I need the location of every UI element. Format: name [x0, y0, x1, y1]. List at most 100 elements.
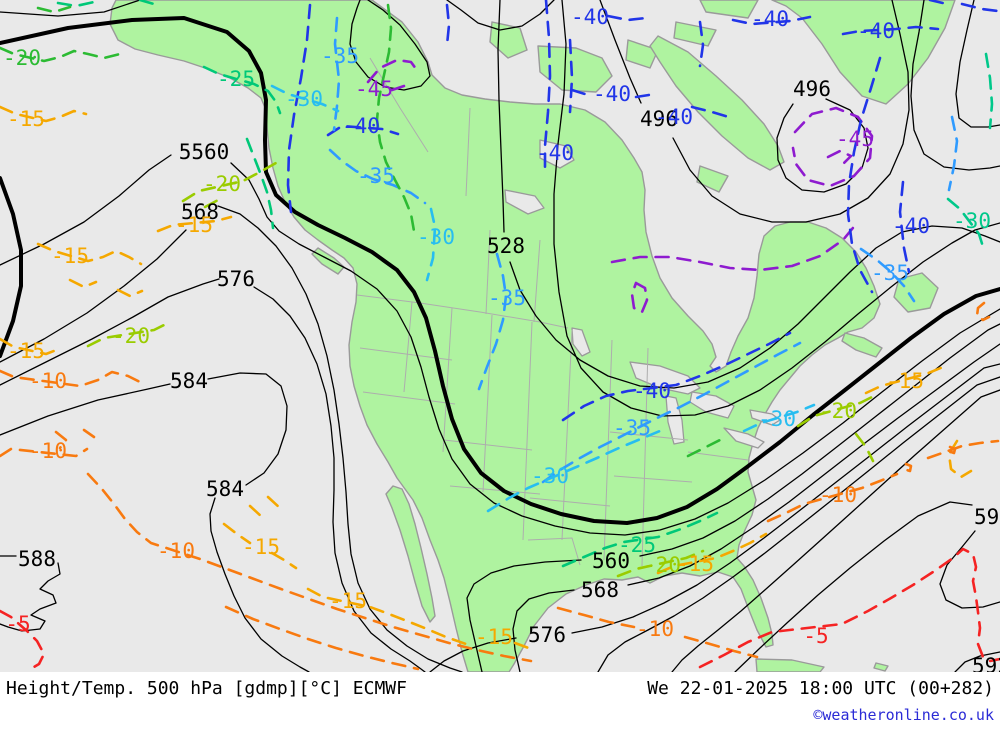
contour-label: -10 [157, 539, 195, 563]
state-border [442, 307, 453, 453]
contour-label: -15 [886, 369, 924, 393]
contour-label: -10 [29, 439, 67, 463]
height-contour [597, 376, 1000, 672]
temp-contour [486, 426, 669, 513]
state-border [369, 57, 429, 153]
landmass [771, 0, 956, 105]
contour-label: -10 [819, 483, 857, 507]
temp-contour [606, 14, 648, 22]
height-contour [671, 389, 1000, 672]
footer-credit-row: ©weatheronline.co.uk [6, 706, 994, 724]
height-contour [230, 162, 1000, 536]
temp-contour [742, 403, 816, 433]
lake [723, 427, 765, 449]
height-contour [217, 205, 463, 672]
temp-contour [686, 435, 728, 458]
state-border [482, 314, 493, 493]
temp-contour [854, 432, 875, 463]
contour-label: -40 [342, 114, 380, 138]
state-border [641, 347, 649, 567]
contour-label: -40 [655, 105, 693, 129]
temp-contour [56, 0, 96, 8]
temp-contour [0, 337, 61, 356]
temp-contour [984, 52, 994, 130]
footer-bar: Height/Temp. 500 hPa [gdmp][°C] ECMWF We… [0, 672, 1000, 733]
contour-label: -5 [5, 612, 30, 636]
contour-label: 568 [181, 200, 219, 224]
height-contour [0, 278, 220, 386]
contour-label: 528 [487, 234, 525, 258]
map-title: Height/Temp. 500 hPa [gdmp][°C] ECMWF [6, 678, 407, 699]
temp-contour [245, 137, 275, 230]
contour-label: 584 [170, 369, 208, 393]
state-border [485, 229, 491, 315]
height-contour [776, 98, 869, 193]
temp-contour [0, 609, 46, 672]
contour-label: -40 [892, 214, 930, 238]
credit-link[interactable]: ©weatheronline.co.uk [813, 706, 994, 724]
height-contour [253, 286, 426, 672]
contour-label: -20 [819, 399, 857, 423]
landmass [755, 658, 825, 672]
temp-contour [332, 16, 341, 132]
contour-label: -35 [488, 286, 526, 310]
height-contour [512, 589, 575, 672]
temp-contour [568, 38, 574, 114]
temp-contour [946, 197, 986, 252]
temp-contour [203, 197, 222, 209]
state-border [533, 239, 541, 323]
temp-contour [898, 180, 911, 274]
contour-label: 568 [581, 578, 619, 602]
temp-contour [791, 106, 874, 188]
height-contour [639, 323, 1000, 557]
temp-contour [556, 606, 636, 629]
state-border [527, 537, 581, 566]
state-border [449, 485, 541, 495]
temp-contour [630, 281, 649, 314]
height-contour [0, 383, 171, 436]
contour-label: -30 [531, 464, 569, 488]
temp-contour [306, 587, 468, 646]
contour-label: -25 [618, 533, 656, 557]
temp-contour [270, 84, 340, 113]
contour-label: -35 [613, 416, 651, 440]
contour-label: -15 [676, 552, 714, 576]
footer-title-row: Height/Temp. 500 hPa [gdmp][°C] ECMWF We… [6, 678, 994, 699]
temp-contour [82, 428, 96, 439]
contour-label: 588 [18, 547, 56, 571]
height-contour [939, 530, 1000, 609]
temp-contour [698, 20, 705, 68]
landmass [625, 39, 659, 69]
contour-label: 576 [217, 267, 255, 291]
landmass [537, 45, 613, 93]
contour-label: -25 [217, 67, 255, 91]
state-border [443, 439, 533, 451]
landmass [893, 272, 939, 313]
temp-contour [138, 0, 156, 6]
height-contour [0, 154, 172, 266]
contour-label: 496 [640, 107, 678, 131]
lake [665, 395, 685, 445]
contour-label: -15 [175, 213, 213, 237]
landmass [699, 0, 759, 19]
map-timestamp: We 22-01-2025 18:00 UTC (00+282) [647, 678, 994, 699]
height-contour [672, 0, 910, 223]
landmass [841, 332, 883, 358]
state-border [529, 497, 611, 507]
contour-label: 496 [793, 77, 831, 101]
contour-label: -35 [357, 164, 395, 188]
temp-contour [902, 462, 913, 473]
temp-contour [656, 532, 768, 575]
temp-contour [156, 215, 233, 233]
height-contour [627, 343, 1000, 586]
height-contour [209, 497, 310, 672]
temp-contour [543, 0, 552, 174]
lake [749, 409, 781, 426]
contour-label: 584 [206, 477, 244, 501]
temp-contour [541, 341, 802, 484]
temp-contour [0, 369, 144, 388]
landmass [673, 21, 717, 47]
temp-contour [947, 115, 959, 192]
height-contour [954, 651, 1000, 672]
